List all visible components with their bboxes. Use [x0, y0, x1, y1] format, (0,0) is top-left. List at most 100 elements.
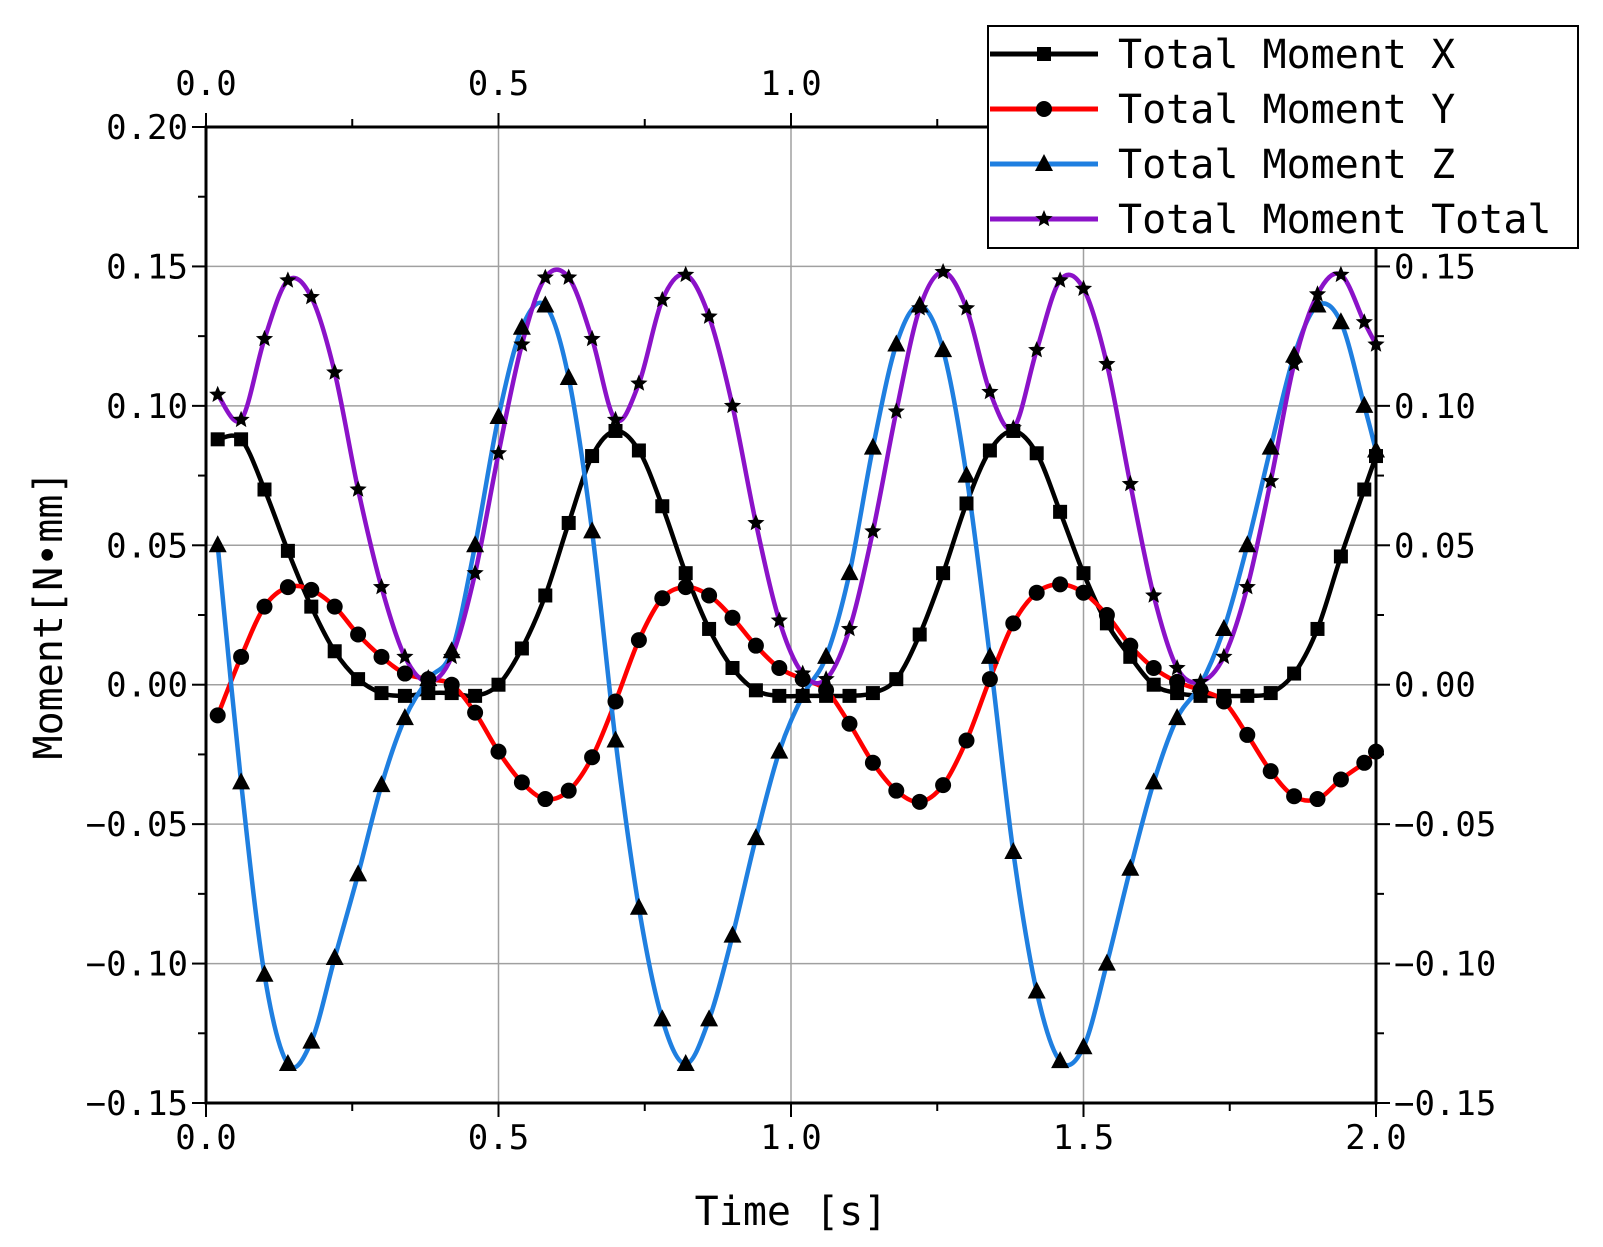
total-moment-x-point [748, 683, 763, 698]
total-moment-z-point [1331, 312, 1350, 330]
legend-label-total-moment-x: Total Moment X [1118, 32, 1455, 78]
total-moment-x-point [889, 672, 904, 687]
total-moment-y-point [1122, 637, 1139, 654]
total-moment-y-point [560, 782, 577, 799]
total-moment-y-point [1309, 791, 1326, 808]
total-moment-x-point [257, 482, 272, 497]
right-y-tick-label: 0.05 [1394, 526, 1476, 566]
top-x-tick-label: 0.0 [175, 64, 236, 104]
total-moment-total-point [1121, 474, 1139, 492]
total-moment-y-point [443, 676, 460, 693]
total-moment-z-point [232, 772, 251, 790]
total-moment-x-point [491, 677, 506, 692]
legend-marker-total-moment-z [1035, 154, 1053, 171]
total-moment-z-point [1097, 953, 1116, 971]
legend-label-total-moment-y: Total Moment Y [1118, 87, 1455, 133]
total-moment-x-point [397, 688, 412, 703]
total-moment-z-point [1027, 981, 1046, 999]
total-moment-z-point [1308, 295, 1327, 313]
total-moment-total-point [443, 647, 461, 665]
total-moment-total-point [372, 578, 391, 595]
total-moment-x-point [280, 543, 295, 558]
total-moment-y-point [537, 791, 554, 808]
total-moment-x-point [421, 686, 436, 701]
total-moment-y-point [1075, 584, 1092, 601]
total-moment-y-point [818, 682, 835, 699]
total-moment-x-point [1076, 566, 1091, 581]
y-tick-label: 0.10 [106, 387, 188, 427]
total-moment-total-point [536, 268, 554, 285]
total-moment-y-point [303, 581, 320, 598]
total-moment-z-point [559, 367, 578, 385]
total-moment-z-point [1074, 1037, 1093, 1055]
total-moment-x-point [725, 660, 740, 675]
total-moment-total-point [326, 363, 344, 380]
total-moment-total-point [209, 385, 227, 402]
total-moment-z-point [372, 775, 391, 793]
total-moment-x-point [538, 588, 553, 603]
total-moment-total-point [817, 670, 835, 687]
legend-box [987, 25, 1579, 249]
total-moment-total-point [934, 263, 952, 280]
legend-label-total-moment-z: Total Moment Z [1118, 142, 1455, 188]
total-moment-z-point [1214, 618, 1233, 636]
legend-marker-total-moment-y [1036, 101, 1052, 117]
total-moment-total-point [840, 619, 859, 637]
y-axis-title: Moment[N•mm] [26, 471, 72, 760]
total-moment-y-point [1028, 584, 1045, 601]
total-moment-y-point [326, 598, 343, 615]
total-moment-z-point [512, 317, 531, 335]
total-moment-z-point [1051, 1051, 1070, 1069]
total-moment-y-point [373, 648, 390, 665]
total-moment-total-point [1308, 285, 1327, 302]
total-moment-z-point [466, 535, 485, 553]
total-moment-y-point [1262, 763, 1279, 780]
total-moment-z-point [278, 1053, 297, 1071]
right-y-tick-label: −0.05 [1394, 805, 1496, 845]
total-moment-total-point [1051, 271, 1069, 288]
top-x-tick-label: 1.0 [760, 64, 821, 104]
total-moment-z-point [1144, 772, 1163, 790]
total-moment-total-point [606, 410, 625, 428]
total-moment-x-point [1170, 686, 1185, 701]
total-moment-total-point [794, 664, 812, 681]
total-moment-total-point [1145, 586, 1163, 603]
total-moment-z-point [489, 407, 508, 425]
total-moment-z-point [536, 295, 555, 313]
total-moment-y-point [935, 777, 952, 794]
total-moment-z-point [723, 925, 742, 943]
total-moment-y-point [1239, 726, 1256, 743]
total-moment-z-point [863, 437, 882, 455]
total-moment-y-point [1215, 693, 1232, 710]
total-moment-x-point [327, 644, 342, 659]
legend-marker-total-moment-x [1037, 47, 1051, 61]
total-moment-x-point [585, 449, 600, 464]
total-moment-x-point [234, 432, 249, 447]
total-moment-total-point [700, 307, 718, 324]
right-y-tick-label: 0.00 [1394, 666, 1476, 706]
total-moment-total-point [396, 647, 414, 665]
total-moment-y-point [724, 609, 741, 626]
total-moment-total-point [1168, 659, 1186, 676]
total-moment-total-point [747, 514, 765, 531]
total-moment-total-point [887, 402, 905, 419]
total-moment-z-point [1121, 858, 1140, 876]
total-moment-z-point [208, 535, 227, 553]
total-moment-y-point [911, 793, 928, 810]
total-moment-z-point [583, 521, 602, 539]
y-tick-label: −0.10 [86, 945, 188, 985]
total-moment-y-point [888, 782, 905, 799]
total-moment-z-point [934, 340, 953, 358]
total-moment-total-point [1215, 647, 1233, 665]
x-tick-label: 0.5 [468, 1118, 529, 1158]
total-moment-z-point [770, 741, 789, 759]
x-tick-label: 0.0 [175, 1118, 236, 1158]
total-moment-y-point [1286, 788, 1303, 805]
total-moment-x-point [1263, 686, 1278, 701]
total-moment-total-point [911, 299, 929, 316]
total-moment-total-point [302, 288, 320, 305]
total-moment-x-point [304, 599, 319, 614]
total-moment-y-point [771, 659, 788, 676]
total-moment-total-point [349, 480, 367, 497]
